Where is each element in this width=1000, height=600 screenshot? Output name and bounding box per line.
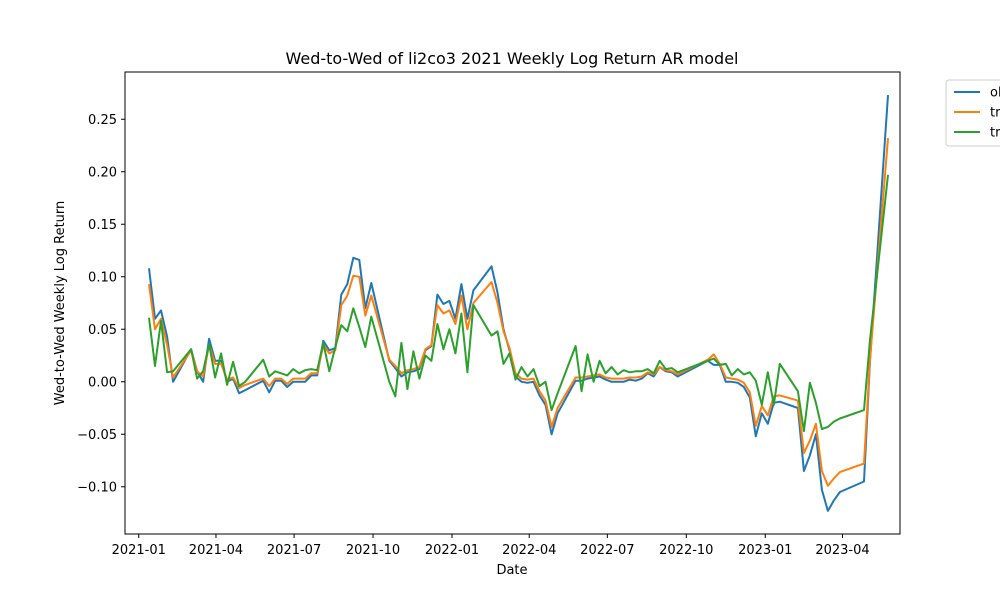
y-axis-title: Wed-to-Wed Weekly Log Return: [53, 201, 68, 406]
y-tick-label: 0.25: [88, 113, 117, 128]
x-tick-label: 2022-07: [580, 543, 634, 558]
plot-frame: [124, 71, 901, 535]
x-tick-label: 2023-04: [815, 543, 869, 558]
y-tick-label: −0.10: [77, 480, 117, 495]
series-layer: [148, 95, 889, 512]
y-tick-label: 0.15: [88, 218, 117, 233]
legend-label-2: tr: [990, 106, 1000, 121]
y-tick-label: −0.05: [77, 428, 117, 443]
x-axis-title: Date: [496, 563, 527, 578]
x-axis: 2021-01 2021-04 2021-07 2021-10 2022-01 2022-…: [112, 534, 870, 558]
x-tick-label: 2021-01: [112, 543, 166, 558]
x-tick-label: 2021-04: [189, 543, 243, 558]
legend-label-3: tr: [990, 126, 1000, 141]
x-tick-label: 2022-04: [502, 543, 556, 558]
x-tick-label: 2023-01: [738, 543, 792, 558]
y-tick-label: 0.10: [88, 270, 117, 285]
x-tick-label: 2021-07: [267, 543, 321, 558]
legend-label-1: ol: [990, 86, 1000, 101]
x-tick-label: 2021-10: [346, 543, 400, 558]
y-tick-label: 0.00: [88, 375, 117, 390]
chart-title: Wed-to-Wed of li2co3 2021 Weekly Log Ret…: [286, 49, 739, 68]
y-tick-label: 0.05: [88, 323, 117, 338]
x-tick-label: 2022-01: [425, 543, 479, 558]
series-line-2: [148, 138, 889, 487]
series-line-3: [148, 174, 889, 433]
legend: ol tr tr: [945, 79, 1000, 147]
y-axis: −0.10 −0.05 0.00 0.05 0.10 0.15 0.20 0.25: [77, 113, 125, 495]
x-tick-label: 2022-10: [659, 543, 713, 558]
y-tick-label: 0.20: [88, 165, 117, 180]
